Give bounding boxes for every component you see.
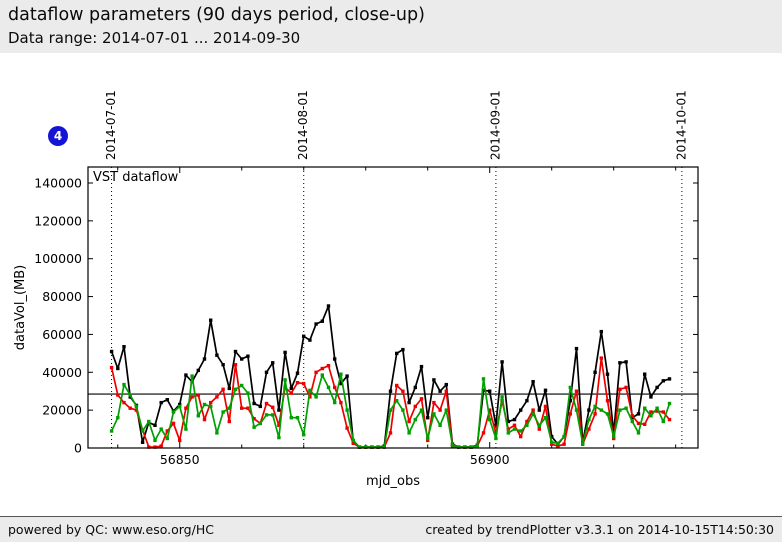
date-range-subtitle: Data range: 2014-07-01 ... 2014-09-30 <box>8 29 301 47</box>
svg-text:56900: 56900 <box>470 452 510 467</box>
trend-chart: 2014-07-01 2014-08-01 2014-09-01 2014-10-01… <box>13 90 699 489</box>
svg-text:60000: 60000 <box>42 327 82 342</box>
month-gridlines: 2014-07-01 2014-08-01 2014-09-01 2014-10-01 <box>104 90 688 448</box>
page-title: dataflow parameters (90 days period, clo… <box>8 5 425 25</box>
plot-number-badge[interactable]: 4 <box>48 126 68 146</box>
svg-text:80000: 80000 <box>42 289 82 304</box>
footer-bar: powered by QC: www.eso.org/HC created by… <box>0 516 782 542</box>
header-bar: dataflow parameters (90 days period, clo… <box>0 0 782 53</box>
svg-text:0: 0 <box>74 441 82 456</box>
top-date-label: 2014-07-01 <box>104 90 118 160</box>
series-green <box>109 372 672 449</box>
svg-text:120000: 120000 <box>34 213 82 228</box>
top-date-label: 2014-09-01 <box>488 90 502 160</box>
plot-border <box>87 166 699 449</box>
series-black-total <box>109 304 672 449</box>
series-group-label: VST dataflow <box>93 170 179 185</box>
footer-qc-link[interactable]: powered by QC: www.eso.org/HC <box>8 522 214 537</box>
x-axis-title: mjd_obs <box>366 474 420 489</box>
svg-text:56850: 56850 <box>160 452 200 467</box>
svg-text:140000: 140000 <box>34 175 82 190</box>
top-date-label: 2014-10-01 <box>674 90 688 160</box>
footer-created-by: created by trendPlotter v3.3.1 on 2014-1… <box>425 522 774 537</box>
svg-text:40000: 40000 <box>42 365 82 380</box>
svg-text:20000: 20000 <box>42 403 82 418</box>
y-axis-title: dataVol_(MB) <box>13 265 28 351</box>
chart-area: 2014-07-01 2014-08-01 2014-09-01 2014-10-01… <box>0 53 782 516</box>
y-axis-ticks: 0 20000 40000 60000 80000 100000 120000 140000 <box>34 175 698 456</box>
top-date-label: 2014-08-01 <box>296 90 310 160</box>
svg-text:100000: 100000 <box>34 251 82 266</box>
